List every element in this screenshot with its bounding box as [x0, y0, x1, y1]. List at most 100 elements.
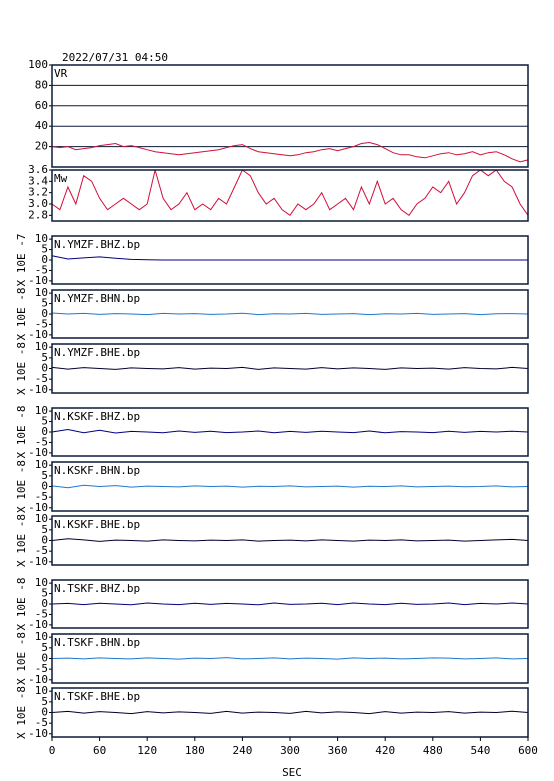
y-tick-label: 5 — [41, 351, 48, 364]
panel-frame — [51, 343, 529, 394]
y-tick-label: 0 — [41, 597, 48, 610]
y-tick-label: 0 — [41, 706, 48, 719]
y-tick-label: 2.8 — [28, 208, 48, 221]
y-axis-label: X 10E -8 — [15, 632, 28, 685]
panel-frame — [51, 633, 529, 684]
panel-label: N.YMZF.BHN.bp — [54, 292, 140, 305]
y-tick-label: 40 — [35, 119, 48, 132]
y-tick-label: 0 — [41, 253, 48, 266]
panel-label: N.KSKF.BHN.bp — [54, 464, 140, 477]
y-axis-label: X 10E -8 — [15, 686, 28, 739]
y-tick-label: 10 — [35, 512, 48, 525]
y-tick-label: -10 — [28, 274, 48, 287]
trace-line — [51, 484, 529, 489]
trace-line — [51, 366, 529, 370]
panel-label: N.TSKF.BHN.bp — [54, 636, 140, 649]
y-tick-label: 5 — [41, 587, 48, 600]
trace-line — [51, 657, 529, 660]
x-tick-label: 540 — [470, 744, 490, 757]
y-tick-label: -5 — [35, 263, 48, 276]
panel-label: N.YMZF.BHZ.bp — [54, 238, 140, 251]
panel-label: N.YMZF.BHE.bp — [54, 346, 140, 359]
y-tick-label: 5 — [41, 523, 48, 536]
trace-line — [51, 141, 529, 163]
y-tick-label: 10 — [35, 630, 48, 643]
panel-label: N.TSKF.BHE.bp — [54, 690, 140, 703]
y-tick-label: -10 — [28, 555, 48, 568]
y-tick-label: 10 — [35, 458, 48, 471]
y-tick-label: 80 — [35, 78, 48, 91]
y-tick-label: 10 — [35, 286, 48, 299]
x-tick-label: 300 — [280, 744, 300, 757]
y-tick-label: -5 — [35, 544, 48, 557]
panel-label: Mw — [54, 172, 68, 185]
y-tick-label: -5 — [35, 435, 48, 448]
trace-line — [51, 428, 529, 434]
panel-label: VR — [54, 67, 68, 80]
y-tick-label: 3.0 — [28, 197, 48, 210]
trace-line — [51, 255, 528, 261]
y-tick-label: 5 — [41, 695, 48, 708]
panel-label: N.TSKF.BHZ.bp — [54, 582, 140, 595]
x-tick-label: 600 — [518, 744, 538, 757]
y-tick-label: -5 — [35, 716, 48, 729]
y-tick-label: 10 — [35, 232, 48, 245]
y-tick-label: 20 — [35, 140, 48, 153]
y-axis-label: X 10E -8 — [15, 342, 28, 395]
x-tick-label: 240 — [232, 744, 252, 757]
y-tick-label: -10 — [28, 618, 48, 631]
y-tick-label: -10 — [28, 501, 48, 514]
panel-label: N.KSKF.BHZ.bp — [54, 410, 140, 423]
y-tick-label: 5 — [41, 469, 48, 482]
y-tick-label: -10 — [28, 727, 48, 740]
y-tick-label: 0 — [41, 534, 48, 547]
y-tick-label: 3.2 — [28, 186, 48, 199]
y-axis-label: X 10E -8 — [15, 406, 28, 459]
x-axis-label: SEC — [282, 766, 302, 779]
y-tick-label: 10 — [35, 684, 48, 697]
y-tick-label: 3.6 — [28, 163, 48, 176]
y-tick-label: -10 — [28, 446, 48, 459]
y-tick-label: 10 — [35, 340, 48, 353]
trace-line — [51, 538, 529, 542]
panel-frame — [51, 407, 529, 457]
y-tick-label: -5 — [35, 607, 48, 620]
x-tick-label: 60 — [93, 744, 106, 757]
y-axis-label: X 10E -8 — [15, 288, 28, 341]
y-tick-label: 10 — [35, 404, 48, 417]
chart-title: 2022/07/31 04:50 — [62, 51, 168, 64]
y-tick-label: -10 — [28, 673, 48, 686]
y-tick-label: 5 — [41, 641, 48, 654]
panel-frame — [51, 169, 529, 222]
x-tick-label: 420 — [375, 744, 395, 757]
y-tick-label: -5 — [35, 317, 48, 330]
x-tick-label: 120 — [137, 744, 157, 757]
x-tick-label: 180 — [185, 744, 205, 757]
x-tick-label: 360 — [328, 744, 348, 757]
y-tick-label: 5 — [41, 297, 48, 310]
y-axis-label: X 10E -8 — [15, 578, 28, 631]
y-axis-label: X 10E -8 — [15, 514, 28, 567]
y-tick-label: 0 — [41, 425, 48, 438]
y-tick-label: -5 — [35, 372, 48, 385]
y-tick-label: 10 — [35, 576, 48, 589]
x-tick-label: 480 — [423, 744, 443, 757]
trace-line — [51, 710, 529, 715]
y-axis-label: X 10E -8 — [15, 460, 28, 513]
y-tick-label: 60 — [35, 99, 48, 112]
y-tick-label: -5 — [35, 490, 48, 503]
y-tick-label: -10 — [28, 328, 48, 341]
y-tick-label: -5 — [35, 662, 48, 675]
trace-line — [51, 602, 529, 606]
panel-frame — [51, 289, 529, 339]
x-tick-label: 0 — [49, 744, 56, 757]
y-tick-label: 5 — [41, 243, 48, 256]
panel-frame — [51, 235, 529, 285]
panel-frame — [51, 515, 529, 566]
y-tick-label: 3.4 — [28, 174, 48, 187]
y-tick-label: -10 — [28, 383, 48, 396]
panel-label: N.KSKF.BHE.bp — [54, 518, 140, 531]
y-tick-label: 0 — [41, 362, 48, 375]
trace-line — [51, 169, 529, 216]
